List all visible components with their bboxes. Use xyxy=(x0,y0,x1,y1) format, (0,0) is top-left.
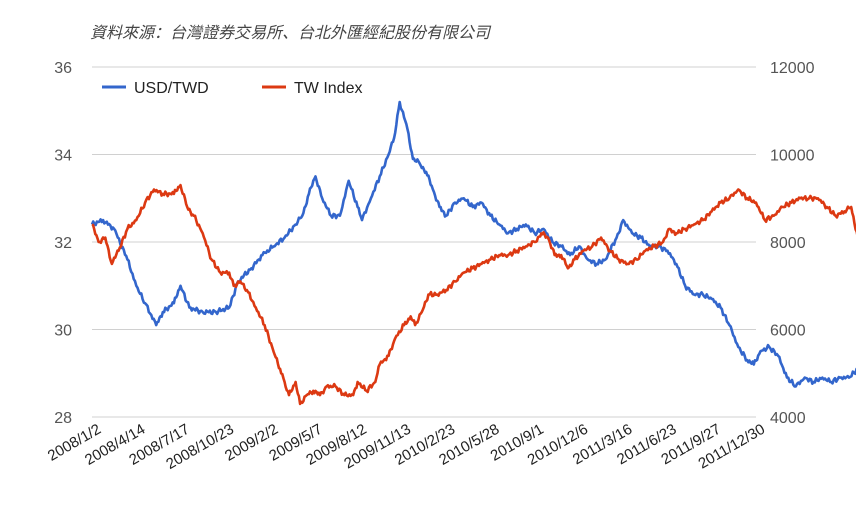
series-line-usd-twd xyxy=(90,100,856,388)
y-right-tick-label: 4000 xyxy=(770,410,806,427)
source-note: 資料來源：台灣證券交易所、台北外匯經紀股份有限公司 xyxy=(90,23,492,42)
y-right-tick-label: 6000 xyxy=(770,323,806,340)
y-left-tick-label: 30 xyxy=(54,323,72,340)
y-left-tick-label: 28 xyxy=(54,410,72,427)
series-lines xyxy=(90,100,856,406)
y-right-tick-label: 8000 xyxy=(770,235,806,252)
series-line-tw-index xyxy=(91,183,856,406)
gridlines xyxy=(92,66,756,418)
y-left-tick-label: 32 xyxy=(54,235,72,252)
x-axis: 2008/1/22008/4/142008/7/172008/10/232009… xyxy=(45,421,768,473)
y-axis-left: 28 30 32 34 36 xyxy=(54,60,72,427)
y-axis-right: 4000 6000 8000 10000 12000 xyxy=(770,60,815,427)
y-left-tick-label: 36 xyxy=(54,60,72,77)
legend-label[interactable]: TW Index xyxy=(294,80,362,97)
y-left-tick-label: 34 xyxy=(54,148,72,165)
y-right-tick-label: 10000 xyxy=(770,148,815,165)
y-right-tick-label: 12000 xyxy=(770,60,815,77)
legend-label[interactable]: USD/TWD xyxy=(134,80,209,97)
legend[interactable]: USD/TWD TW Index xyxy=(102,80,362,97)
